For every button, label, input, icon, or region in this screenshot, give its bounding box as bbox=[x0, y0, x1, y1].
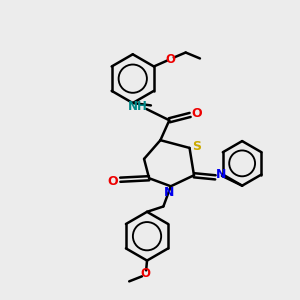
Text: O: O bbox=[165, 52, 175, 66]
Text: O: O bbox=[107, 175, 118, 188]
Text: NH: NH bbox=[128, 100, 148, 112]
Text: O: O bbox=[140, 267, 151, 280]
Text: S: S bbox=[193, 140, 202, 153]
Text: N: N bbox=[164, 186, 175, 199]
Text: N: N bbox=[216, 169, 226, 182]
Text: O: O bbox=[191, 107, 202, 120]
